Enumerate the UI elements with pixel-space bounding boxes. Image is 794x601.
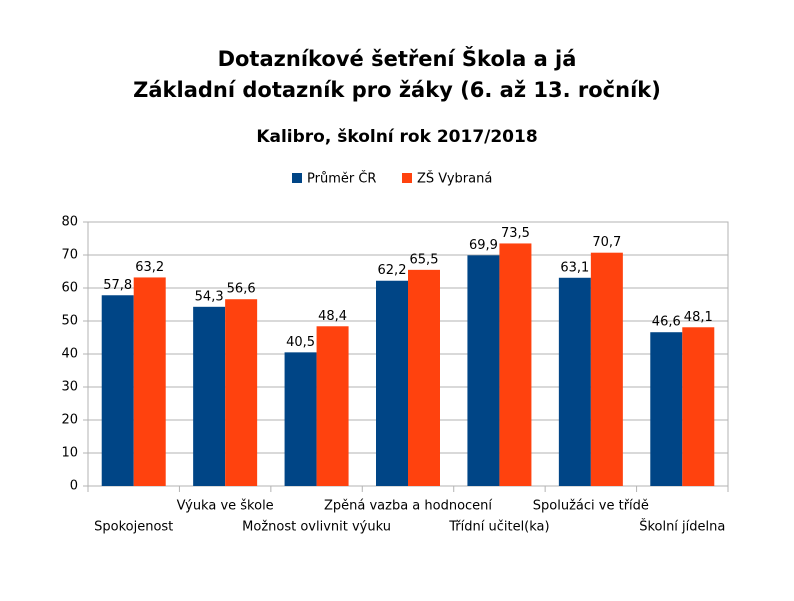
y-tick-label: 10 [61, 446, 78, 461]
x-tick-label: Možnost ovlivnit výuku [242, 520, 391, 535]
value-label: 57,8 [103, 278, 132, 293]
value-label: 40,5 [286, 335, 315, 350]
bar [101, 295, 134, 486]
value-label: 63,1 [560, 260, 589, 275]
y-tick-label: 70 [61, 248, 78, 263]
bar [316, 326, 349, 486]
y-tick-label: 80 [61, 215, 78, 230]
y-tick-label: 40 [61, 347, 78, 362]
x-tick-label: Školní jídelna [639, 519, 725, 535]
bar [558, 277, 591, 486]
value-label: 62,2 [378, 263, 407, 278]
y-tick-label: 60 [61, 281, 78, 296]
value-label: 56,6 [227, 282, 256, 297]
value-label: 69,9 [469, 238, 498, 253]
bar [284, 352, 317, 486]
bar [225, 299, 258, 486]
y-tick-label: 0 [70, 479, 78, 494]
value-label: 63,2 [135, 260, 164, 275]
chart-title: Základní dotazník pro žáky (6. až 13. ro… [133, 78, 661, 102]
y-tick-label: 30 [61, 380, 78, 395]
x-tick-label: Zpěná vazba a hodnocení [324, 499, 492, 514]
x-tick-label: Výuka ve škole [177, 499, 274, 514]
y-tick-label: 50 [61, 314, 78, 329]
x-tick-label: Spokojenost [94, 520, 173, 535]
chart-title: Dotazníkové šetření Škola a já [218, 46, 577, 71]
value-label: 48,1 [684, 310, 713, 325]
bar [408, 269, 440, 486]
bar [133, 277, 166, 486]
legend-label: Průměr ČR [307, 171, 376, 187]
chart-subtitle: Kalibro, školní rok 2017/2018 [256, 127, 537, 147]
x-tick-label: Třídní učitel(ka) [448, 520, 549, 535]
bar [193, 306, 226, 486]
value-label: 73,5 [501, 226, 530, 241]
x-tick-label: Spolužáci ve třídě [533, 499, 649, 514]
value-label: 46,6 [652, 315, 681, 330]
y-tick-label: 20 [61, 413, 78, 428]
value-label: 48,4 [318, 309, 347, 324]
value-label: 65,5 [410, 252, 439, 267]
bar [650, 332, 683, 486]
bar [376, 280, 408, 486]
bar [590, 252, 623, 486]
bar [682, 327, 715, 486]
legend-label: ZŠ Vybraná [417, 171, 492, 187]
value-label: 70,7 [592, 235, 621, 250]
bar [467, 255, 500, 486]
legend-swatch [292, 173, 302, 183]
value-label: 54,3 [195, 289, 224, 304]
legend-swatch [402, 173, 412, 183]
bar [499, 243, 532, 486]
